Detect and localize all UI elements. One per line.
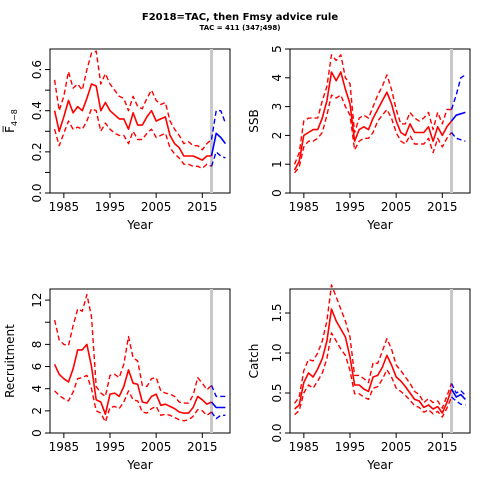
- y-tick-label: 0.2: [30, 142, 44, 161]
- series-line-forecast: [450, 111, 466, 122]
- x-tick-label: 1995: [95, 200, 126, 214]
- series-line-estimate: [53, 83, 212, 161]
- y-tick-label: 3: [270, 103, 284, 111]
- x-tick-label: 2005: [141, 200, 172, 214]
- x-tick-label: 2015: [427, 440, 458, 454]
- series-line-forecast-upper: [210, 109, 227, 140]
- series-line-forecast-upper: [450, 74, 466, 110]
- x-axis-title: Year: [126, 458, 152, 472]
- x-tick-label: 2005: [141, 440, 172, 454]
- series-line-upper: [53, 50, 212, 151]
- y-tick-label: 6: [30, 363, 44, 371]
- series-line-forecast-lower: [450, 132, 466, 142]
- x-tick-label: 1995: [335, 200, 366, 214]
- series-line-lower: [294, 332, 453, 418]
- series-line-upper: [294, 284, 453, 409]
- chart-panel-catch: 1985 1995 2005 2015 0.0 0.5 1.0 1.5 Year Catch: [247, 284, 471, 472]
- y-tick-label: 4: [30, 385, 44, 393]
- series-line-estimate: [53, 343, 212, 416]
- y-tick-label: 0.0: [30, 183, 44, 202]
- plot-frame: [289, 288, 471, 434]
- series-line-forecast: [210, 132, 227, 157]
- chart-panel-f: 1985 1995 2005 2015 0.0 0.2 0.4 0.6 Year F̅4−8: [2, 48, 231, 232]
- x-tick-label: 2005: [381, 200, 412, 214]
- y-axis-title: Catch: [247, 344, 261, 379]
- x-tick-label: 2015: [187, 200, 218, 214]
- y-axis-title: F̅4−8: [2, 109, 19, 133]
- plot-frame: [289, 48, 471, 194]
- series-line-lower: [54, 374, 212, 423]
- y-tick-label: 12: [30, 292, 44, 307]
- series-line-upper: [53, 293, 212, 404]
- plot-frame: [49, 48, 231, 194]
- series-line-forecast-lower: [210, 411, 226, 420]
- chart-panel-recruitment: 1985 1995 2005 2015 0 2 4 6 8 12 Year Recruitment: [3, 288, 231, 472]
- y-axis-title: Recruitment: [3, 324, 17, 398]
- y-tick-label: 1.0: [270, 343, 284, 362]
- series-line-forecast-lower: [451, 396, 466, 406]
- y-tick-label: 0.4: [30, 101, 44, 120]
- x-tick-label: 1985: [49, 200, 80, 214]
- x-axis-title: Year: [366, 458, 392, 472]
- x-tick-label: 2005: [381, 440, 412, 454]
- x-axis-title: Year: [126, 218, 152, 232]
- y-tick-label: 0: [30, 429, 44, 437]
- series-line-forecast-upper: [450, 383, 466, 396]
- x-tick-label: 1985: [289, 200, 320, 214]
- y-tick-label: 5: [270, 45, 284, 53]
- x-axis-title: Year: [366, 218, 392, 232]
- series-line-forecast-upper: [210, 385, 226, 398]
- x-tick-label: 1985: [289, 440, 320, 454]
- y-tick-label: 2: [30, 407, 44, 415]
- series-line-forecast: [450, 388, 466, 400]
- y-tick-label: 8: [30, 341, 44, 349]
- series-line-lower: [294, 94, 453, 174]
- x-tick-label: 1985: [49, 440, 80, 454]
- figure-subtitle: TAC = 411 (347;498): [200, 24, 281, 32]
- y-tick-label: 2: [270, 132, 284, 140]
- y-axis-title-subscript: 4−8: [10, 109, 19, 126]
- series-line-estimate: [293, 71, 453, 171]
- y-tick-label: 4: [270, 74, 284, 82]
- series-line-forecast-lower: [210, 151, 226, 167]
- y-tick-label: 1: [270, 160, 284, 168]
- y-tick-label: 0: [270, 189, 284, 197]
- y-axis-title: SSB: [247, 109, 261, 132]
- x-tick-label: 2015: [427, 200, 458, 214]
- series-line-upper: [293, 54, 452, 165]
- chart-panel-ssb: 1985 1995 2005 2015 0 1 2 3 4 5 Year SSB: [247, 45, 471, 232]
- y-tick-label: 1.5: [270, 303, 284, 322]
- plot-frame: [49, 288, 231, 434]
- x-tick-label: 1995: [335, 440, 366, 454]
- series-line-lower: [53, 107, 212, 170]
- panels-group: 1985 1995 2005 20150.00.20.40.6YearF̅4−8198…: [2, 45, 471, 472]
- y-axis-title-main: F̅: [2, 125, 17, 133]
- series-line-forecast: [210, 401, 226, 409]
- y-tick-label: 0.6: [30, 60, 44, 79]
- x-tick-label: 2015: [187, 440, 218, 454]
- y-tick-label: 0.5: [270, 383, 284, 402]
- figure-title: F2018=TAC, then Fmsy advice rule: [142, 12, 338, 23]
- series-line-estimate: [294, 308, 453, 414]
- x-tick-label: 1995: [95, 440, 126, 454]
- y-tick-label: 0.0: [270, 423, 284, 442]
